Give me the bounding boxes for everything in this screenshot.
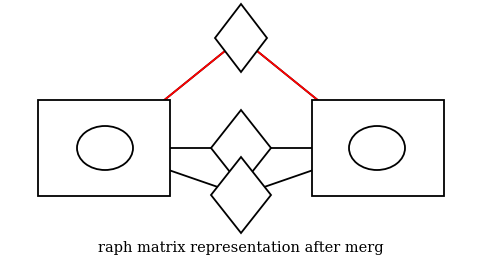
Ellipse shape [349,126,405,170]
Polygon shape [215,4,267,72]
Bar [312,100,444,196]
Text: raph matrix representation after merg: raph matrix representation after merg [98,241,384,255]
Bar [38,100,170,196]
Ellipse shape [77,126,133,170]
Polygon shape [211,157,271,233]
Polygon shape [211,110,271,186]
